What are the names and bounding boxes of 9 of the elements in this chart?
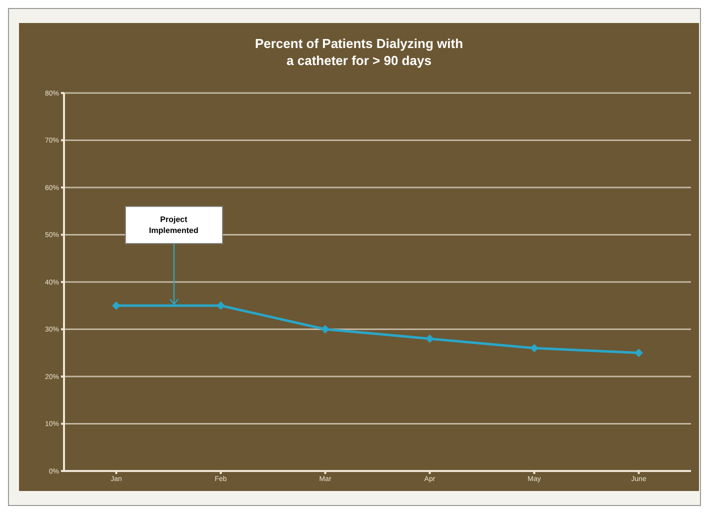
callout-box: Project Implemented xyxy=(124,206,223,244)
annotation: Project Implemented xyxy=(149,214,198,236)
point xyxy=(216,302,225,310)
chart-title: Percent of Patients Dialyzing with a catheter for > 90 days xyxy=(254,35,464,69)
point xyxy=(426,334,434,343)
point xyxy=(634,348,643,357)
point xyxy=(530,344,538,352)
point xyxy=(112,302,120,310)
point xyxy=(321,325,330,334)
